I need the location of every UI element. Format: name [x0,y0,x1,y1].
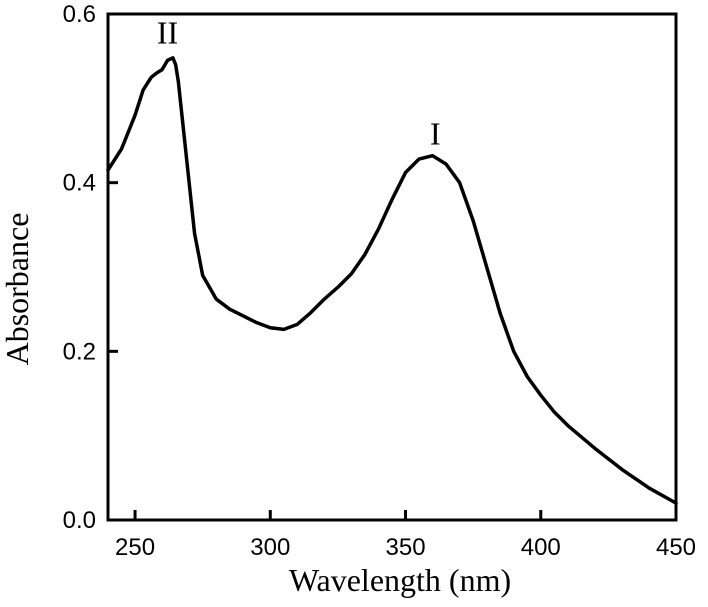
y-tick-label: 0.0 [63,507,96,534]
x-tick-label: 350 [386,534,426,561]
y-tick-label: 0.2 [63,338,96,365]
x-axis-ticks: 250 300 350 400 450 [115,510,696,561]
annotations-layer: III [157,15,441,152]
peak-label: I [430,116,441,152]
x-axis-title: Wavelength (nm) [289,562,511,598]
x-tick-label: 450 [656,534,696,561]
x-tick-label: 400 [521,534,561,561]
y-axis-ticks: 0.0 0.2 0.4 0.6 [63,1,118,534]
x-tick-label: 300 [250,534,290,561]
plot-border [106,12,678,522]
peak-label: II [157,15,178,51]
plot-frame [106,12,678,522]
y-axis-title: Absorbance [0,213,35,366]
x-tick-label: 250 [115,534,155,561]
y-tick-label: 0.6 [63,1,96,28]
y-tick-label: 0.4 [63,170,96,197]
absorbance-series-line [106,56,678,505]
series-layer [106,56,678,505]
